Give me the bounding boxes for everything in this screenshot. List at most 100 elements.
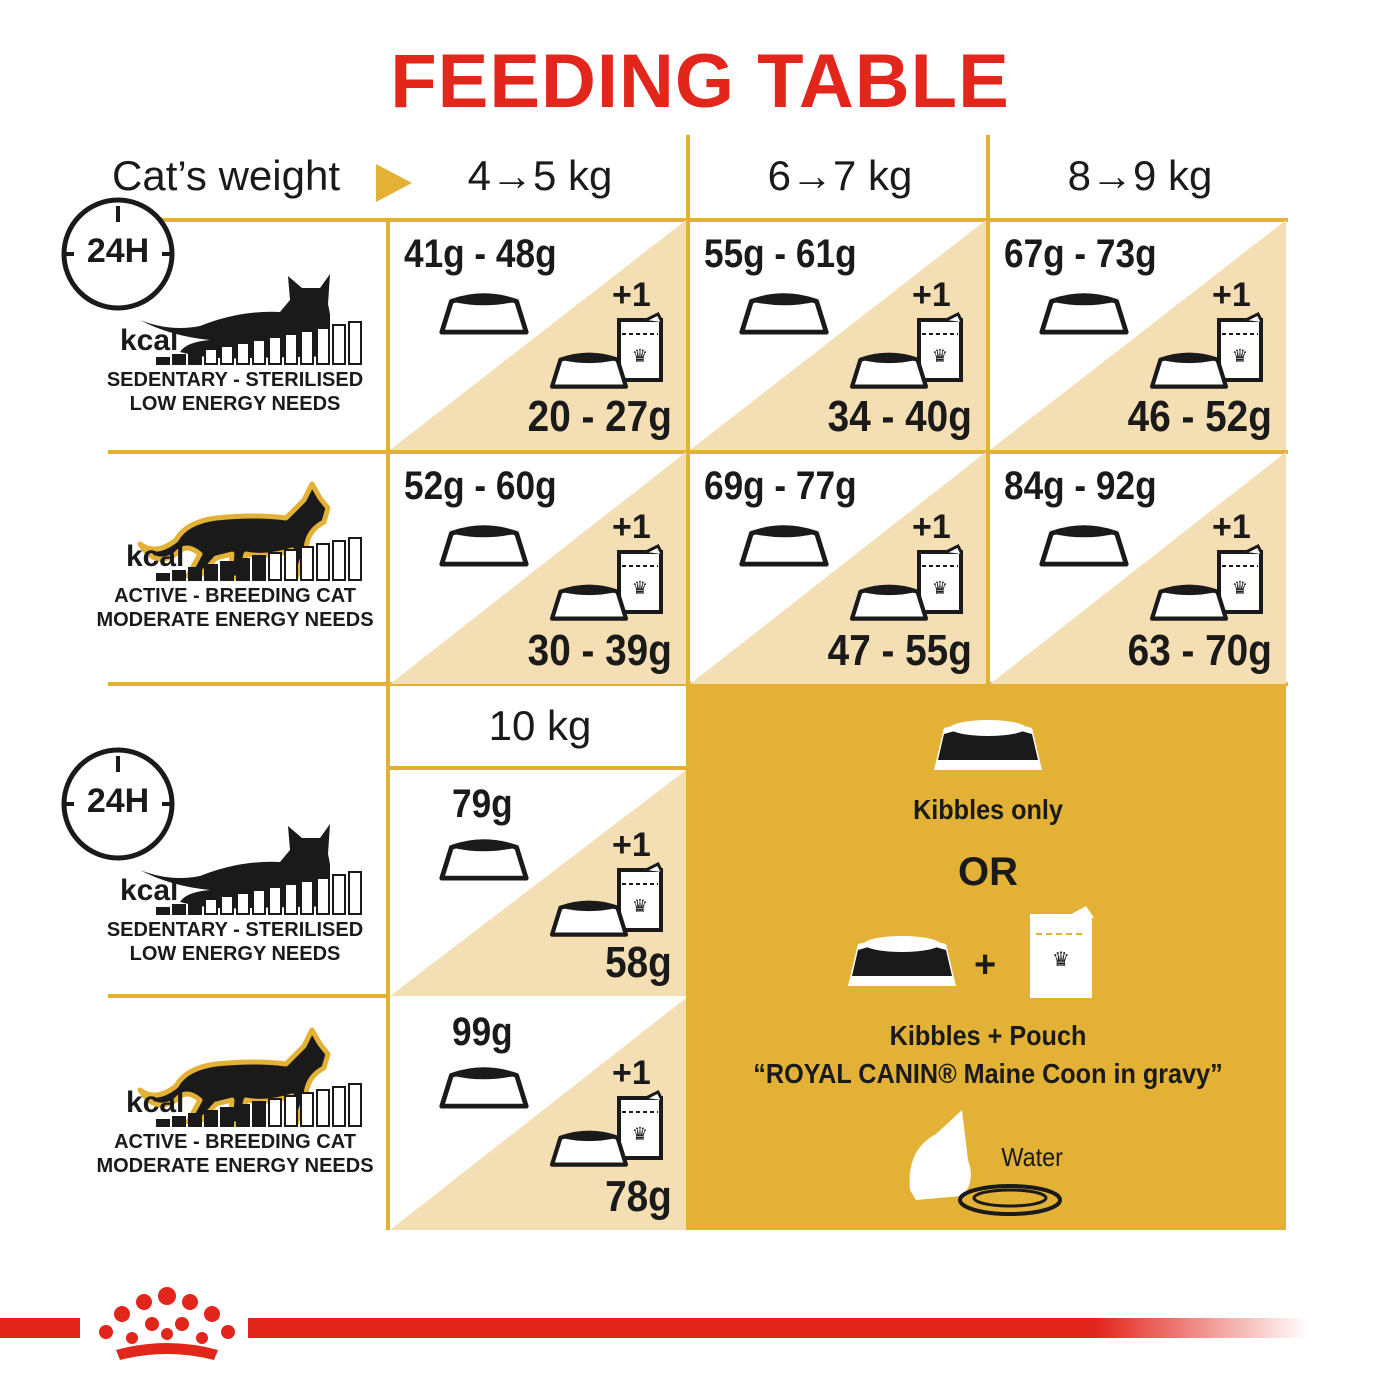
profile-line2: MODERATE ENERGY NEEDS: [96, 1155, 374, 1177]
bowl-icon: [1149, 352, 1229, 389]
kcal-label: kcal: [126, 540, 185, 573]
kcal-bar: [220, 895, 234, 915]
kcal-bar: [252, 339, 266, 365]
kcal-bar: [348, 871, 362, 915]
kcal-bar: [236, 1104, 250, 1127]
plus-one-pouch: +1: [912, 508, 951, 546]
kcal-bar: [156, 1119, 170, 1127]
kcal-bar: [220, 345, 234, 365]
kcal-bar: [284, 883, 298, 915]
kcal-bar: [236, 342, 250, 365]
bowl-icon: [848, 936, 956, 986]
kcal-bar: [300, 880, 314, 915]
kcal-bar: [300, 546, 314, 581]
weight-header-4-5: 4→5 kg: [467, 152, 613, 199]
kcal-bar: [236, 892, 250, 915]
bowl-icon: [439, 293, 529, 335]
kcal-level-gauge: [156, 321, 362, 365]
profile-line1: SEDENTARY - STERILISED: [106, 919, 364, 941]
water-label: Water: [1001, 1142, 1063, 1172]
pouch-icon: ♛: [617, 1089, 664, 1160]
bowl-icon: [439, 525, 529, 567]
kcal-bar: [332, 324, 346, 365]
legend-panel: Kibbles only OR + ♛ Kibbles + Pouch “ROY…: [690, 686, 1286, 1230]
kcal-bar: [268, 336, 282, 365]
grid-line: [108, 682, 1288, 686]
kcal-bar: [204, 898, 218, 915]
bowl-icon: [549, 1130, 629, 1167]
kcal-bar: [268, 1098, 282, 1127]
kcal-level-gauge: [156, 871, 362, 915]
svg-text:♛: ♛: [632, 346, 648, 366]
kibbles-only-amount: 79g: [452, 782, 513, 826]
feeding-cell: 52g - 60g +1 ♛ 30 - 39g: [390, 452, 686, 684]
kcal-bar: [220, 561, 234, 581]
feeding-cell: 41g - 48g +1 ♛ 20 - 27g: [390, 220, 686, 450]
kcal-bar: [300, 1092, 314, 1127]
product-label: “ROYAL CANIN® Maine Coon in gravy”: [753, 1058, 1223, 1089]
kcal-bar: [236, 558, 250, 581]
kcal-bar: [268, 552, 282, 581]
footer-red-line-right: [248, 1318, 1308, 1338]
kibbles-pouch-label: Kibbles + Pouch: [889, 1020, 1087, 1051]
kibbles-with-pouch-amount: 30 - 39g: [527, 626, 672, 675]
bowl-icon: [934, 720, 1042, 770]
lying-cat-icon: [140, 824, 330, 909]
pouch-icon: ♛: [917, 311, 964, 382]
bowl-icon: [849, 352, 929, 389]
kibbles-only-amount: 55g - 61g: [704, 232, 857, 276]
kcal-bar: [284, 333, 298, 365]
kcal-bar: [268, 886, 282, 915]
kcal-bar: [252, 1101, 266, 1127]
kcal-bar: [188, 901, 202, 915]
kcal-bar: [316, 543, 330, 581]
grid-line: [686, 135, 690, 685]
pouch-icon: ♛: [1030, 906, 1094, 998]
plus-one-pouch: +1: [912, 276, 951, 314]
plus-one-pouch: +1: [612, 826, 651, 864]
bowl-icon: [549, 900, 629, 937]
pouch-icon: ♛: [1217, 311, 1264, 382]
bowl-icon: [549, 584, 629, 621]
kibbles-only-amount: 99g: [452, 1010, 513, 1054]
or-label: OR: [958, 850, 1018, 894]
grid-line: [686, 686, 690, 1230]
profile-active: kcal ACTIVE - BREEDING CAT MODERATE ENERGY…: [60, 968, 386, 1230]
kcal-bar: [300, 330, 314, 365]
svg-text:♛: ♛: [932, 346, 948, 366]
grid-line: [108, 218, 1288, 222]
plus-one-pouch: +1: [612, 508, 651, 546]
kcal-bar: [172, 570, 186, 581]
plus-one-pouch: +1: [612, 1054, 651, 1092]
kcal-bar: [332, 1086, 346, 1127]
feeding-cell: 69g - 77g +1 ♛ 47 - 55g: [690, 452, 986, 684]
svg-text:♛: ♛: [1232, 578, 1248, 598]
pouch-icon: ♛: [1217, 543, 1264, 614]
kibbles-with-pouch-amount: 20 - 27g: [527, 392, 672, 441]
bowl-icon: [439, 839, 529, 881]
kibbles-only-amount: 69g - 77g: [704, 464, 857, 508]
clock-24h-icon: [61, 747, 175, 861]
kcal-bar: [188, 1113, 202, 1127]
grid-line: [390, 766, 690, 770]
plus-sign: +: [974, 944, 997, 986]
feeding-cell: 84g - 92g +1 ♛ 63 - 70g: [990, 452, 1286, 684]
water-bowl-icon: [909, 1110, 1062, 1216]
triangle-right-icon: [376, 164, 412, 202]
royal-canin-crown-logo: [99, 1287, 235, 1360]
plus-one-pouch: +1: [1212, 508, 1251, 546]
kibbles-only-amount: 41g - 48g: [404, 232, 557, 276]
lying-cat-icon: [140, 274, 330, 359]
kcal-bar: [156, 573, 170, 581]
weight-header-10: 10 kg: [488, 702, 592, 749]
feeding-cell: 55g - 61g +1 ♛ 34 - 40g: [690, 220, 986, 450]
profile-active: kcal ACTIVE - BREEDING CAT MODERATE ENERGY…: [60, 422, 386, 684]
weight-header-6-7: 6→7 kg: [767, 152, 913, 199]
bowl-icon: [1149, 584, 1229, 621]
profile-sedentary: 24H kcal SEDENTARY - STERILISED LOW ENERGY …: [60, 740, 386, 996]
bowl-icon: [739, 293, 829, 335]
svg-text:♛: ♛: [1052, 949, 1070, 971]
kibbles-with-pouch-amount: 63 - 70g: [1127, 626, 1272, 675]
kcal-bar: [316, 877, 330, 915]
svg-text:♛: ♛: [932, 578, 948, 598]
